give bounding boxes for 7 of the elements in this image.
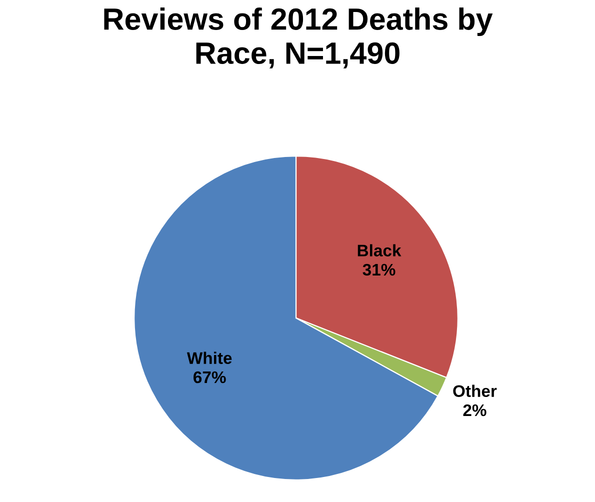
slice-label: White — [186, 352, 232, 364]
slice-label: Other — [453, 384, 497, 397]
chart-title: Reviews of 2012 Deaths by Race, N=1,490 — [104, 8, 493, 68]
data-label: 2% — [463, 404, 486, 416]
slice-label: Black — [358, 244, 402, 256]
data-label: 67% — [194, 371, 226, 384]
data-label: 31% — [362, 264, 396, 276]
